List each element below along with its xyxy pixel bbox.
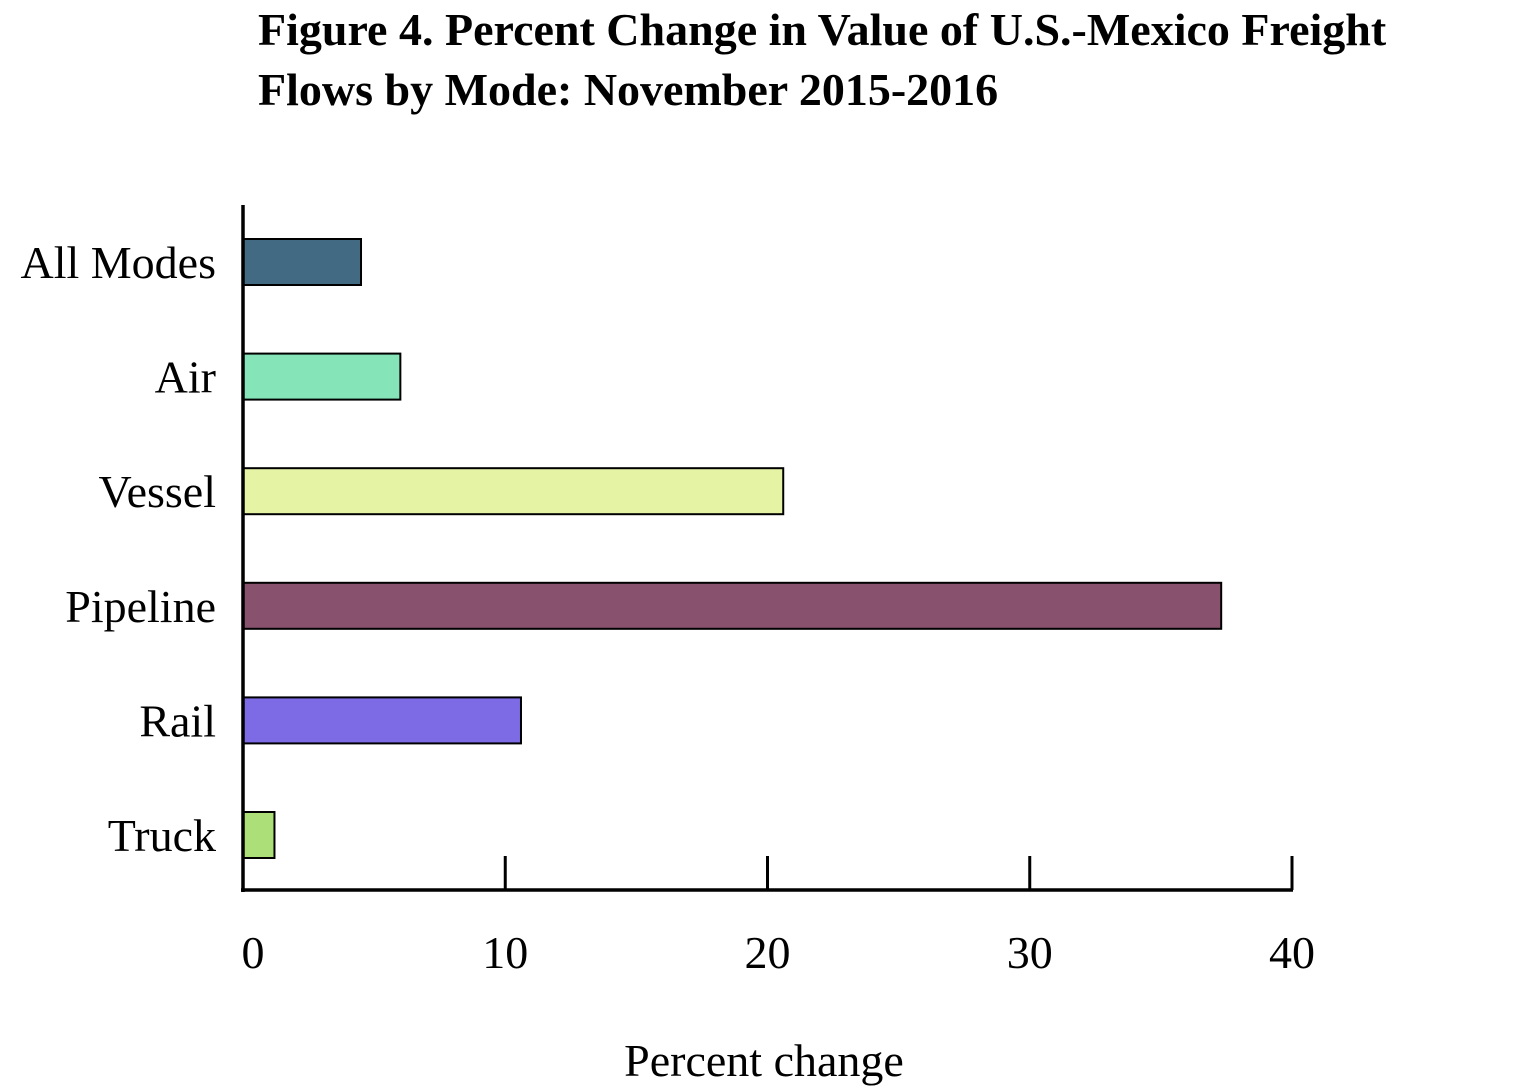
bar-truck	[242, 811, 276, 859]
bar-pipeline	[242, 581, 1223, 630]
x-tick-marks	[503, 856, 1294, 890]
bar-all-modes	[242, 238, 363, 286]
x-tick-label-10: 10	[482, 927, 528, 978]
x-tick-label-40: 40	[1269, 927, 1315, 978]
category-label-vessel: Vessel	[98, 466, 216, 517]
category-label-rail: Rail	[139, 695, 216, 746]
x-axis-title: Percent change	[624, 1035, 904, 1086]
category-label-pipeline: Pipeline	[65, 581, 216, 632]
category-label-truck: Truck	[108, 810, 216, 861]
bar-rail	[242, 696, 522, 745]
x-tick-labels: 0 10 20 30 40	[242, 927, 1316, 978]
category-labels: All Modes Air Vessel Pipeline Rail Truck	[21, 237, 217, 861]
bar-air	[242, 352, 402, 401]
bars-group	[242, 238, 1223, 859]
x-tick-label-0: 0	[242, 927, 265, 978]
category-label-air: Air	[155, 352, 216, 403]
x-tick-label-30: 30	[1007, 927, 1053, 978]
chart-title: Figure 4. Percent Change in Value of U.S…	[258, 4, 1387, 115]
bar-vessel	[242, 467, 785, 516]
x-tick-label-20: 20	[745, 927, 791, 978]
category-label-all-modes: All Modes	[21, 237, 217, 288]
